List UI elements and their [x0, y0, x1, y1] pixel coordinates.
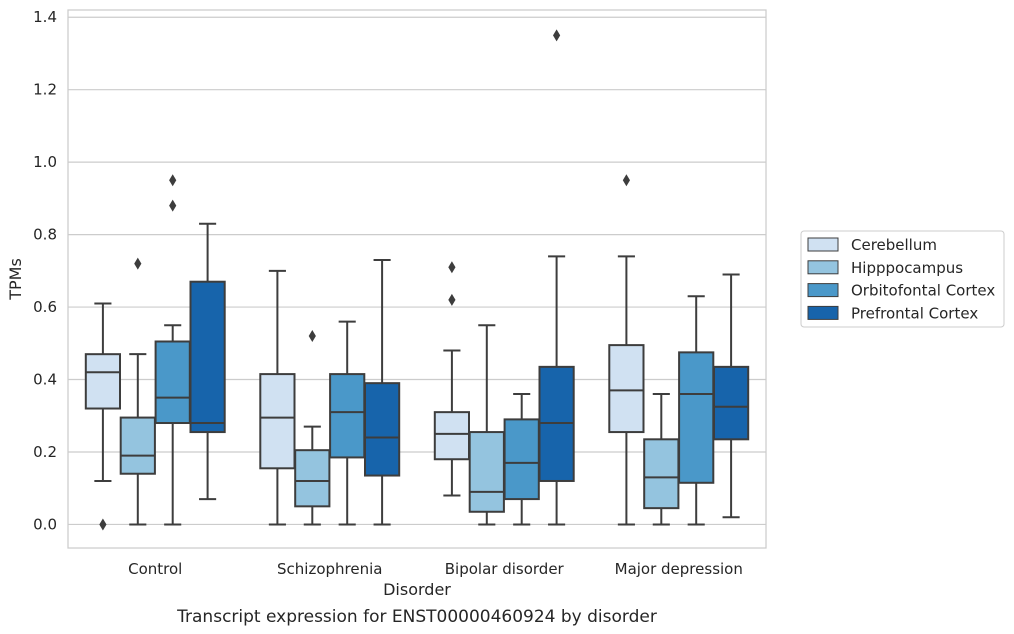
box-iqr: [678, 351, 715, 484]
box-prefrontal-cortex-0: [189, 222, 226, 501]
y-tick-label: 0.8: [33, 226, 57, 244]
box-hipppocampus-0: [119, 257, 156, 526]
box-iqr: [84, 353, 122, 410]
x-tick-label: Control: [128, 560, 182, 578]
box-cerebellum-0: [84, 302, 122, 531]
y-tick-labels: 0.0 0.2 0.4 0.6 0.8 1.0 1.2 1.4: [33, 8, 57, 533]
outlier-point: [622, 174, 630, 187]
x-tick-label: Schizophrenia: [277, 560, 382, 578]
box-iqr: [189, 280, 226, 434]
box-plot-series: [84, 29, 750, 531]
box-iqr: [259, 373, 296, 470]
box-iqr: [329, 373, 366, 459]
y-tick-label: 0.4: [33, 371, 57, 389]
x-axis-label: Disorder: [383, 580, 451, 599]
outlier-point: [99, 518, 107, 531]
y-axis-label: TPMs: [6, 258, 25, 301]
box-orbitofontal-cortex-2: [503, 393, 540, 526]
outlier-point: [448, 261, 456, 274]
y-tick-label: 1.4: [33, 8, 57, 26]
box-iqr: [433, 411, 471, 461]
chart-caption: Transcript expression for ENST0000046092…: [176, 607, 657, 627]
box-prefrontal-cortex-1: [363, 258, 401, 526]
x-tick-labels: Control Schizophrenia Bipolar disorder Majo…: [128, 560, 743, 578]
legend-swatch: [807, 237, 839, 252]
box-cerebellum-2: [433, 261, 471, 497]
box-orbitofontal-cortex-3: [678, 295, 715, 526]
box-iqr: [643, 438, 680, 510]
outlier-point: [308, 330, 316, 343]
box-iqr: [154, 340, 191, 425]
outlier-point: [169, 199, 177, 212]
x-tick-label: Major depression: [615, 560, 743, 578]
legend-entry-label: Hipppocampus: [851, 259, 963, 277]
box-hipppocampus-2: [468, 324, 505, 526]
outlier-point: [169, 174, 177, 187]
box-iqr: [468, 431, 505, 513]
legend-swatch: [807, 305, 839, 320]
box-orbitofontal-cortex-0: [154, 174, 191, 526]
legend-entry-label: Prefrontal Cortex: [851, 304, 978, 322]
box-iqr: [712, 365, 750, 441]
box-iqr: [294, 449, 331, 508]
y-tick-label: 1.0: [33, 153, 57, 171]
x-tick-label: Bipolar disorder: [445, 560, 565, 578]
plot-area-frame: [67, 9, 767, 549]
box-prefrontal-cortex-2: [538, 29, 575, 526]
box-iqr: [608, 344, 645, 434]
legend: Cerebellum Hipppocampus Orbitofontal Corte…: [800, 230, 1005, 328]
y-tick-label: 0.0: [33, 515, 57, 533]
legend-entry-label: Orbitofontal Cortex: [851, 282, 995, 300]
y-tick-label: 0.6: [33, 298, 57, 316]
outlier-point: [553, 29, 561, 42]
box-hipppocampus-1: [294, 330, 331, 526]
legend-swatch: [807, 283, 839, 298]
box-cerebellum-1: [259, 269, 296, 526]
outlier-point: [448, 293, 456, 306]
legend-entry-label: Cerebellum: [851, 236, 937, 254]
box-iqr: [119, 416, 156, 475]
box-orbitofontal-cortex-1: [329, 320, 366, 526]
box-iqr: [363, 382, 401, 477]
box-prefrontal-cortex-3: [712, 273, 750, 519]
box-iqr: [503, 418, 540, 501]
y-tick-label: 0.2: [33, 443, 57, 461]
legend-frame: [800, 230, 1005, 328]
legend-swatch: [807, 260, 839, 275]
outlier-point: [134, 257, 142, 270]
box-cerebellum-3: [608, 174, 645, 526]
box-hipppocampus-3: [643, 393, 680, 526]
y-tick-label: 1.2: [33, 81, 57, 99]
